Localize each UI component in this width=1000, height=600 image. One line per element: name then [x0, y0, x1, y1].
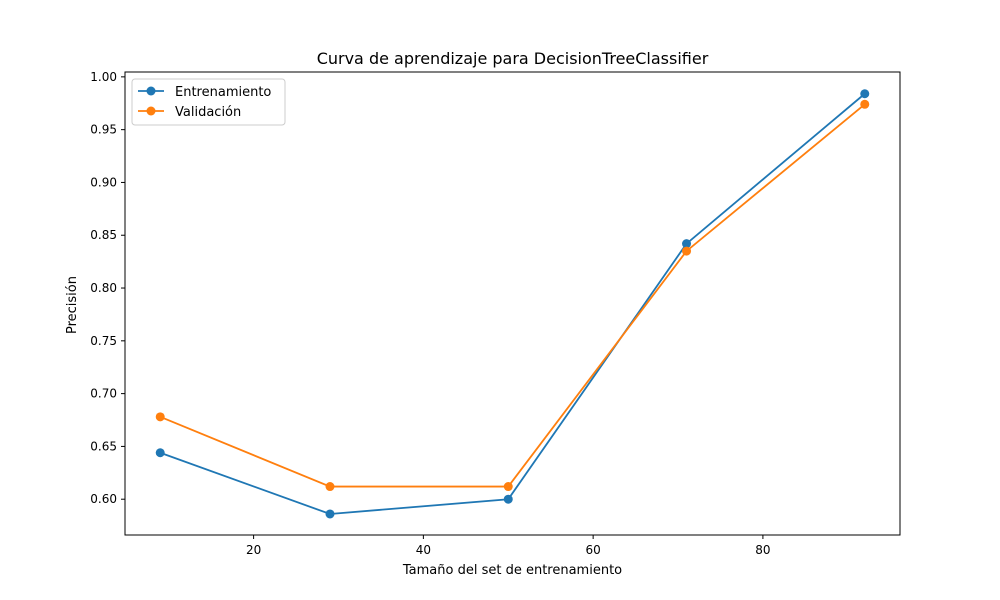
x-tick-label: 80: [755, 543, 770, 557]
series-1-point: [682, 239, 692, 249]
x-tick-label: 20: [246, 543, 261, 557]
y-tick-label: 0.60: [90, 492, 117, 506]
x-tick-label: 60: [586, 543, 601, 557]
y-tick-label: 0.70: [90, 387, 117, 401]
chart-title: Curva de aprendizaje para DecisionTreeCl…: [317, 49, 709, 68]
series-1-point: [503, 494, 513, 504]
y-tick-label: 0.75: [90, 334, 117, 348]
legend-box: [131, 78, 286, 126]
legend: Entrenamiento Validación: [131, 78, 286, 126]
legend-label: Validación: [175, 105, 241, 120]
y-tick-label: 0.65: [90, 439, 117, 453]
series-1-point: [860, 89, 870, 99]
plot-area: [124, 71, 901, 536]
legend-marker: [146, 106, 156, 116]
y-tick-label: 0.80: [90, 281, 117, 295]
series-2-point: [503, 482, 513, 492]
series-1-point: [155, 448, 165, 458]
y-tick-label: 0.90: [90, 175, 117, 189]
y-tick-label: 1.00: [90, 70, 117, 84]
y-axis-label: Precisión: [65, 276, 80, 334]
y-tick-label: 0.85: [90, 228, 117, 242]
series-2-point: [682, 246, 692, 256]
series-2-point: [860, 99, 870, 109]
axes-frame: [124, 71, 901, 536]
x-tick-label: 40: [416, 543, 431, 557]
axis-ticks: 20 40 60 80 0.60 0.65 0.70 0.75 0.80 0.85 0.90 0.95…: [90, 70, 770, 557]
x-axis-label: Tamaño del set de entrenamiento: [402, 563, 622, 578]
legend-marker: [146, 86, 156, 96]
legend-label: Entrenamiento: [175, 85, 271, 100]
series-2-point: [155, 412, 165, 422]
series-2-point: [325, 482, 335, 492]
y-tick-label: 0.95: [90, 123, 117, 137]
series-1-point: [325, 509, 335, 519]
